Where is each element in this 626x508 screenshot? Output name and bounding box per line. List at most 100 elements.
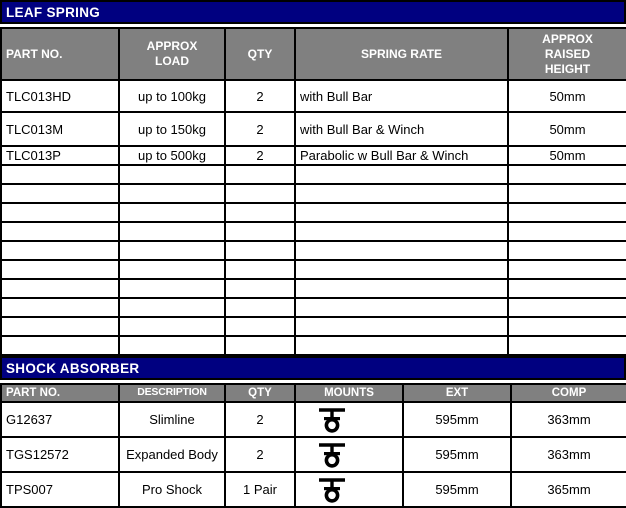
shock-absorber-section-title: SHOCK ABSORBER (0, 356, 626, 380)
leaf-spring-header-row: PART NO. APPROX LOAD QTY SPRING RATE APP… (0, 27, 626, 81)
mounts-cell (294, 436, 404, 473)
empty-table-row (0, 240, 626, 261)
col-header-qty: QTY (224, 27, 296, 81)
description-cell: Expanded Body (118, 436, 226, 473)
empty-cell (507, 259, 626, 280)
empty-table-row (0, 164, 626, 185)
empty-cell (118, 316, 226, 337)
empty-cell (507, 278, 626, 299)
eye-pin-mount-icon (319, 408, 345, 433)
raised-height-cell: 50mm (507, 111, 626, 147)
empty-cell (118, 183, 226, 204)
empty-cell (0, 202, 120, 223)
part-no-cell: TLC013P (0, 145, 120, 166)
col-header-approx-raised-height: APPROX RAISED HEIGHT (507, 27, 626, 81)
section-gap (0, 24, 626, 27)
empty-cell (224, 335, 296, 356)
mounts-cell (294, 401, 404, 438)
col-header-mounts: MOUNTS (294, 383, 404, 403)
comp-cell: 363mm (510, 436, 626, 473)
table-row: TLC013HD up to 100kg 2 with Bull Bar 50m… (0, 79, 626, 113)
empty-cell (0, 278, 120, 299)
raised-height-cell: 50mm (507, 145, 626, 166)
empty-cell (224, 316, 296, 337)
spring-rate-cell: Parabolic w Bull Bar & Winch (294, 145, 509, 166)
empty-cell (118, 164, 226, 185)
empty-cell (0, 240, 120, 261)
table-row: TLC013P up to 500kg 2 Parabolic w Bull B… (0, 145, 626, 166)
empty-cell (0, 164, 120, 185)
empty-cell (118, 240, 226, 261)
eye-pin-mount-icon (319, 478, 345, 503)
mounts-cell (294, 471, 404, 508)
empty-cell (224, 278, 296, 299)
col-header-approx-load: APPROX LOAD (118, 27, 226, 81)
empty-table-row (0, 202, 626, 223)
empty-cell (118, 202, 226, 223)
empty-cell (507, 221, 626, 242)
table-row: TPS007 Pro Shock 1 Pair 595mm 365mm (0, 471, 626, 508)
empty-cell (0, 297, 120, 318)
spring-rate-cell: with Bull Bar (294, 79, 509, 113)
ext-cell: 595mm (402, 471, 512, 508)
raised-height-cell: 50mm (507, 79, 626, 113)
empty-cell (294, 335, 509, 356)
description-cell: Pro Shock (118, 471, 226, 508)
part-no-cell: TLC013M (0, 111, 120, 147)
approx-load-cell: up to 100kg (118, 79, 226, 113)
empty-cell (294, 316, 509, 337)
qty-cell: 1 Pair (224, 471, 296, 508)
empty-cell (118, 259, 226, 280)
col-header-qty: QTY (224, 383, 296, 403)
comp-cell: 363mm (510, 401, 626, 438)
qty-cell: 2 (224, 401, 296, 438)
empty-cell (0, 183, 120, 204)
qty-cell: 2 (224, 79, 296, 113)
comp-cell: 365mm (510, 471, 626, 508)
approx-load-cell: up to 150kg (118, 111, 226, 147)
empty-cell (507, 183, 626, 204)
qty-cell: 2 (224, 145, 296, 166)
section-gap (0, 380, 626, 383)
description-cell: Slimline (118, 401, 226, 438)
empty-cell (294, 240, 509, 261)
eye-pin-mount-icon (319, 443, 345, 468)
empty-cell (118, 297, 226, 318)
empty-cell (507, 316, 626, 337)
part-no-cell: TLC013HD (0, 79, 120, 113)
empty-cell (118, 221, 226, 242)
empty-table-row (0, 335, 626, 356)
section-title-text: LEAF SPRING (6, 4, 101, 20)
empty-cell (118, 335, 226, 356)
section-title-text: SHOCK ABSORBER (6, 360, 140, 376)
col-header-ext: EXT (402, 383, 512, 403)
empty-cell (0, 221, 120, 242)
col-header-part-no: PART NO. (0, 27, 120, 81)
part-no-cell: TGS12572 (0, 436, 120, 473)
ext-cell: 595mm (402, 436, 512, 473)
part-no-cell: TPS007 (0, 471, 120, 508)
empty-table-row (0, 316, 626, 337)
part-no-cell: G12637 (0, 401, 120, 438)
col-header-spring-rate: SPRING RATE (294, 27, 509, 81)
table-row: TGS12572 Expanded Body 2 595mm 363mm (0, 436, 626, 473)
col-header-comp: COMP (510, 383, 626, 403)
empty-cell (507, 202, 626, 223)
empty-cell (294, 259, 509, 280)
empty-cell (224, 183, 296, 204)
empty-cell (224, 259, 296, 280)
empty-cell (507, 335, 626, 356)
empty-table-row (0, 297, 626, 318)
empty-cell (0, 259, 120, 280)
empty-cell (224, 202, 296, 223)
empty-cell (224, 164, 296, 185)
empty-cell (224, 240, 296, 261)
spring-rate-cell: with Bull Bar & Winch (294, 111, 509, 147)
empty-cell (224, 297, 296, 318)
empty-cell (507, 297, 626, 318)
empty-cell (224, 221, 296, 242)
table-row: G12637 Slimline 2 595mm 363mm (0, 401, 626, 438)
empty-cell (0, 316, 120, 337)
qty-cell: 2 (224, 436, 296, 473)
